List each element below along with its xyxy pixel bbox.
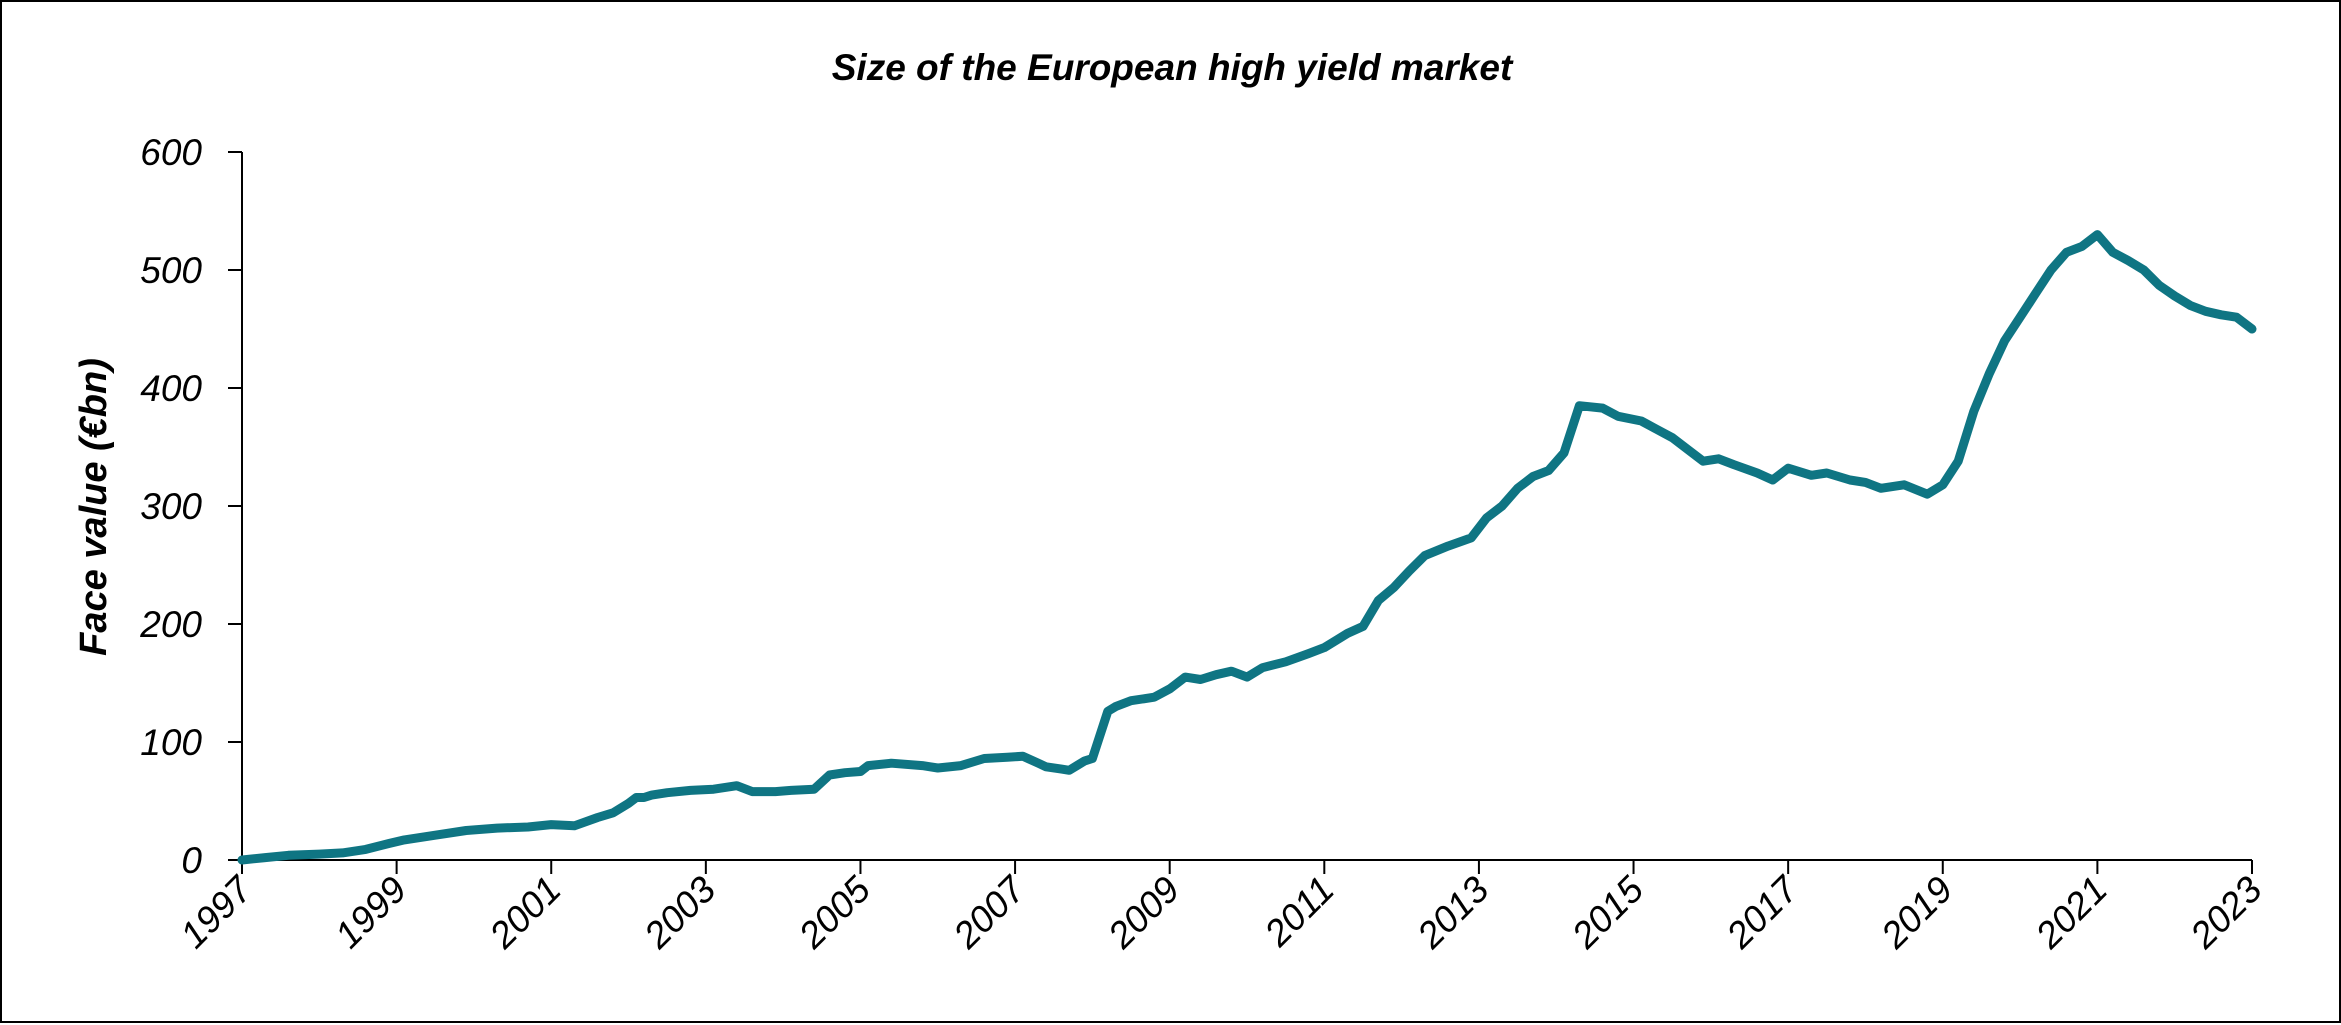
x-tick-label: 2021 — [2027, 869, 2115, 957]
x-tick-label: 2011 — [1256, 869, 1342, 955]
series-layer — [237, 230, 2257, 865]
x-axis: 1997 1999 2001 2003 2005 2007 2009 2011 2013 2015… — [172, 859, 2270, 957]
x-tick-label: 2017 — [1718, 868, 1807, 957]
x-tick-label: 2013 — [1409, 868, 1497, 956]
x-tick-label: 2007 — [945, 868, 1034, 957]
chart-title: Size of the European high yield market — [832, 47, 1514, 88]
series-line — [237, 230, 2257, 865]
y-tick-label: 100 — [140, 722, 202, 763]
x-tick-label: 2005 — [790, 868, 878, 956]
y-tick-label: 600 — [140, 132, 202, 173]
x-tick-label: 2009 — [1099, 869, 1187, 957]
y-tick-label: 0 — [181, 840, 202, 881]
y-tick-label: 200 — [139, 604, 202, 645]
x-tick-label: 2003 — [636, 868, 724, 956]
y-axis: 0 100 200 300 400 500 600 — [139, 132, 243, 881]
x-tick-label: 2015 — [1563, 868, 1651, 956]
y-axis-label: Face value (€bn) — [73, 358, 115, 656]
y-tick-label: 300 — [140, 486, 202, 527]
x-tick-label: 2023 — [2182, 868, 2270, 956]
x-tick-label: 1999 — [327, 869, 414, 956]
y-tick-label: 500 — [140, 250, 202, 291]
y-tick-label: 400 — [140, 368, 202, 409]
x-tick-label: 2001 — [481, 869, 569, 957]
x-tick-label: 2019 — [1873, 869, 1961, 957]
